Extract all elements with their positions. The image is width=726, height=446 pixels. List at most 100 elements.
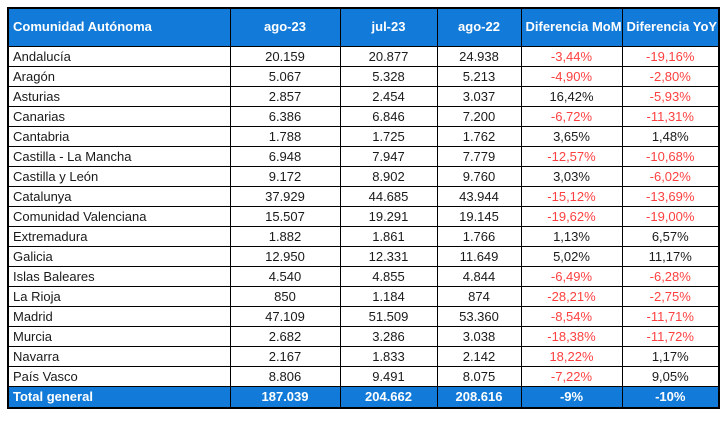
cell-ago23: 2.682 — [229, 325, 341, 347]
cell-yoy: 6,57% — [621, 225, 720, 247]
column-header-jul23: jul-23 — [339, 7, 438, 47]
total-cell-ago22: 208.616 — [436, 385, 522, 409]
cell-ago23: 2.857 — [229, 85, 341, 107]
cell-jul23: 3.286 — [339, 325, 438, 347]
cell-ago23: 20.159 — [229, 45, 341, 67]
cell-name: Murcia — [7, 325, 231, 347]
cell-name: Navarra — [7, 345, 231, 367]
table-row: Navarra 2.167 1.833 2.142 18,22% 1,17% — [7, 345, 720, 367]
column-header-ago23: ago-23 — [229, 7, 341, 47]
cell-jul23: 1.184 — [339, 285, 438, 307]
cell-yoy: -11,72% — [621, 325, 720, 347]
cell-name: Islas Baleares — [7, 265, 231, 287]
cell-jul23: 2.454 — [339, 85, 438, 107]
table-row: Catalunya 37.929 44.685 43.944 -15,12% -13,69… — [7, 185, 720, 207]
cell-name: Canarias — [7, 105, 231, 127]
cell-yoy: -6,28% — [621, 265, 720, 287]
cell-ago22: 4.844 — [436, 265, 522, 287]
cell-mom: -6,49% — [520, 265, 623, 287]
cell-jul23: 44.685 — [339, 185, 438, 207]
total-row: Total general 187.039 204.662 208.616 -9% -10… — [7, 385, 720, 409]
column-header-ago22: ago-22 — [436, 7, 522, 47]
cell-yoy: -2,75% — [621, 285, 720, 307]
cell-yoy: -11,71% — [621, 305, 720, 327]
table-row: Andalucía 20.159 20.877 24.938 -3,44% -19,16% — [7, 45, 720, 67]
cell-ago23: 8.806 — [229, 365, 341, 387]
cell-mom: -8,54% — [520, 305, 623, 327]
cell-ago23: 15.507 — [229, 205, 341, 227]
cell-ago22: 43.944 — [436, 185, 522, 207]
cell-jul23: 1.861 — [339, 225, 438, 247]
cell-jul23: 12.331 — [339, 245, 438, 267]
cell-jul23: 8.902 — [339, 165, 438, 187]
cell-ago22: 53.360 — [436, 305, 522, 327]
cell-ago23: 5.067 — [229, 65, 341, 87]
cell-mom: 16,42% — [520, 85, 623, 107]
cell-jul23: 6.846 — [339, 105, 438, 127]
cell-ago23: 9.172 — [229, 165, 341, 187]
cell-jul23: 4.855 — [339, 265, 438, 287]
cell-jul23: 5.328 — [339, 65, 438, 87]
table-row: Canarias 6.386 6.846 7.200 -6,72% -11,31% — [7, 105, 720, 127]
cell-name: Madrid — [7, 305, 231, 327]
cell-name: Catalunya — [7, 185, 231, 207]
cell-ago22: 11.649 — [436, 245, 522, 267]
cell-ago23: 2.167 — [229, 345, 341, 367]
cell-name: Galicia — [7, 245, 231, 267]
header-row: Comunidad Autónoma ago-23 jul-23 ago-22 Dife… — [7, 7, 720, 47]
cell-mom: -3,44% — [520, 45, 623, 67]
table-row: Extremadura 1.882 1.861 1.766 1,13% 6,57% — [7, 225, 720, 247]
column-header-yoy: Diferencia YoY — [621, 7, 720, 47]
cell-ago23: 1.788 — [229, 125, 341, 147]
table-header: Comunidad Autónoma ago-23 jul-23 ago-22 Dife… — [7, 7, 720, 47]
cell-jul23: 51.509 — [339, 305, 438, 327]
cell-ago22: 5.213 — [436, 65, 522, 87]
cell-ago22: 874 — [436, 285, 522, 307]
cell-name: Castilla - La Mancha — [7, 145, 231, 167]
total-cell-yoy: -10% — [621, 385, 720, 409]
table-row: Madrid 47.109 51.509 53.360 -8,54% -11,71% — [7, 305, 720, 327]
table-row: Galicia 12.950 12.331 11.649 5,02% 11,17% — [7, 245, 720, 267]
cell-mom: -15,12% — [520, 185, 623, 207]
cell-yoy: -2,80% — [621, 65, 720, 87]
cell-yoy: -19,16% — [621, 45, 720, 67]
table-row: La Rioja 850 1.184 874 -28,21% -2,75% — [7, 285, 720, 307]
cell-mom: 3,65% — [520, 125, 623, 147]
cell-mom: -19,62% — [520, 205, 623, 227]
table-row: Aragón 5.067 5.328 5.213 -4,90% -2,80% — [7, 65, 720, 87]
cell-ago22: 3.037 — [436, 85, 522, 107]
total-cell-mom: -9% — [520, 385, 623, 409]
cell-ago22: 1.762 — [436, 125, 522, 147]
cell-ago23: 4.540 — [229, 265, 341, 287]
cell-mom: 3,03% — [520, 165, 623, 187]
cell-name: Castilla y León — [7, 165, 231, 187]
cell-name: La Rioja — [7, 285, 231, 307]
cell-name: Extremadura — [7, 225, 231, 247]
cell-yoy: -11,31% — [621, 105, 720, 127]
cell-name: Asturias — [7, 85, 231, 107]
cell-yoy: -19,00% — [621, 205, 720, 227]
column-header-mom: Diferencia MoM — [520, 7, 623, 47]
cell-yoy: 11,17% — [621, 245, 720, 267]
column-header-name: Comunidad Autónoma — [7, 7, 231, 47]
cell-name: Comunidad Valenciana — [7, 205, 231, 227]
cell-yoy: 1,17% — [621, 345, 720, 367]
cell-mom: -28,21% — [520, 285, 623, 307]
cell-mom: -4,90% — [520, 65, 623, 87]
cell-jul23: 9.491 — [339, 365, 438, 387]
cell-ago22: 3.038 — [436, 325, 522, 347]
cell-yoy: 9,05% — [621, 365, 720, 387]
cell-ago23: 12.950 — [229, 245, 341, 267]
cell-jul23: 20.877 — [339, 45, 438, 67]
cell-mom: 5,02% — [520, 245, 623, 267]
total-cell-jul23: 204.662 — [339, 385, 438, 409]
cell-yoy: -10,68% — [621, 145, 720, 167]
cell-ago22: 7.200 — [436, 105, 522, 127]
cell-ago22: 8.075 — [436, 365, 522, 387]
cell-ago22: 19.145 — [436, 205, 522, 227]
cell-ago23: 6.386 — [229, 105, 341, 127]
table-row: Islas Baleares 4.540 4.855 4.844 -6,49% -6,28… — [7, 265, 720, 287]
cell-mom: -6,72% — [520, 105, 623, 127]
cell-ago22: 24.938 — [436, 45, 522, 67]
